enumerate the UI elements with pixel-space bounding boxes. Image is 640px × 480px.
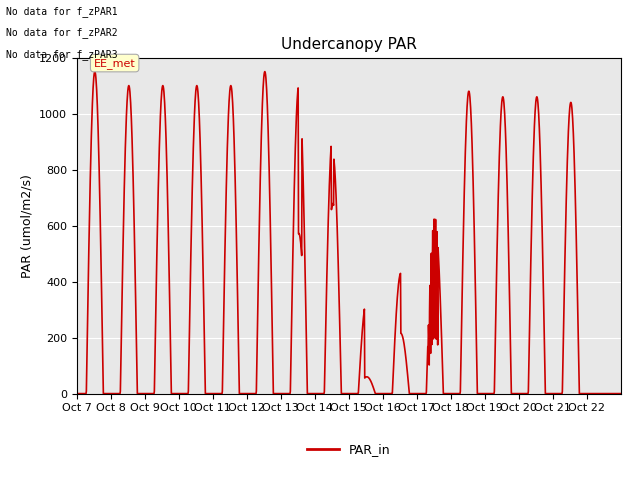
- Legend: PAR_in: PAR_in: [302, 438, 396, 461]
- Y-axis label: PAR (umol/m2/s): PAR (umol/m2/s): [20, 174, 33, 277]
- Text: EE_met: EE_met: [94, 58, 136, 69]
- Text: No data for f_zPAR2: No data for f_zPAR2: [6, 27, 118, 38]
- Title: Undercanopy PAR: Undercanopy PAR: [281, 37, 417, 52]
- Text: No data for f_zPAR1: No data for f_zPAR1: [6, 6, 118, 17]
- Text: No data for f_zPAR3: No data for f_zPAR3: [6, 48, 118, 60]
